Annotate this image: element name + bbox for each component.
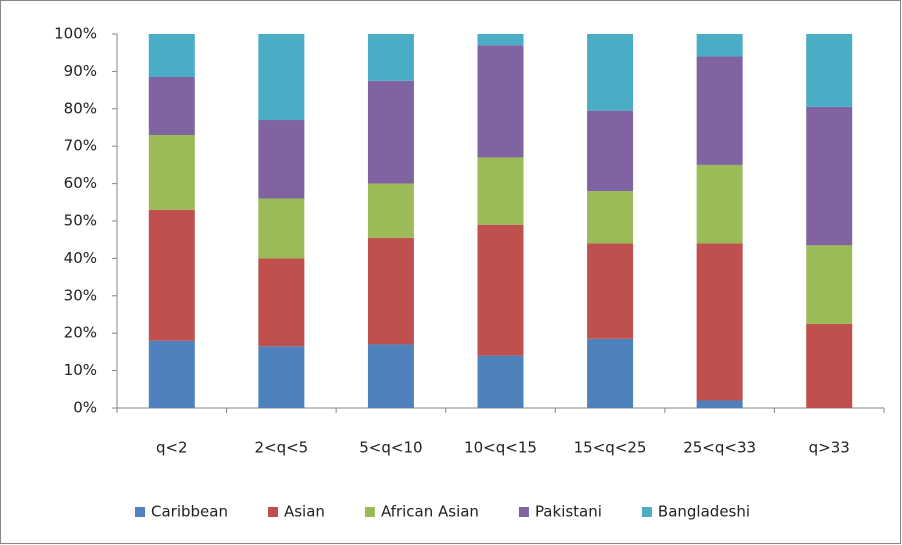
bar-segment — [587, 338, 634, 408]
legend-swatch — [518, 507, 529, 517]
legend-swatch — [364, 507, 375, 517]
bar-segment — [258, 346, 305, 408]
legend-label: Caribbean — [151, 503, 228, 521]
x-tick-label: 25<q<33 — [683, 439, 756, 457]
y-tick-label: 20% — [64, 324, 97, 342]
y-tick-label: 0% — [73, 399, 97, 417]
bar-segment — [367, 237, 414, 345]
legend-label: Bangladeshi — [658, 503, 750, 521]
bar-segment — [477, 224, 524, 356]
legend-swatch — [267, 507, 278, 517]
y-tick-label: 10% — [64, 361, 97, 379]
bar-segment — [258, 34, 305, 121]
y-tick-label: 100% — [54, 25, 97, 43]
bar-segment — [696, 34, 743, 57]
bar-segment — [587, 191, 634, 244]
bar-segment — [148, 209, 195, 341]
bar-segment — [696, 56, 743, 165]
bar-segment — [367, 344, 414, 408]
bar-segment — [477, 355, 524, 408]
y-tick-label: 40% — [64, 249, 97, 267]
x-tick-label: q<2 — [156, 439, 188, 457]
bar-segment — [587, 243, 634, 339]
bar-segment — [806, 34, 853, 107]
legend-swatch — [135, 507, 145, 517]
bar-segment — [806, 106, 853, 246]
bar-segment — [477, 45, 524, 158]
x-tick-label: 5<q<10 — [359, 439, 422, 457]
legend-label: African Asian — [381, 503, 479, 521]
y-tick-label: 70% — [64, 137, 97, 155]
bar-segment — [477, 34, 524, 46]
bar-segment — [148, 77, 195, 135]
bar-segment — [148, 340, 195, 408]
legend-label: Asian — [284, 503, 325, 521]
bar-segment — [148, 134, 195, 210]
bar-segment — [587, 110, 634, 192]
bar-segment — [696, 164, 743, 244]
bar-segment — [367, 80, 414, 184]
bar-segment — [258, 258, 305, 347]
bar-segment — [148, 34, 195, 78]
x-tick-label: 2<q<5 — [254, 439, 308, 457]
x-tick-label: 15<q<25 — [574, 439, 647, 457]
y-tick-label: 80% — [64, 99, 97, 117]
bar-segment — [477, 157, 524, 225]
x-tick-label: q>33 — [809, 439, 850, 457]
bar-segment — [696, 243, 743, 401]
y-tick-label: 60% — [64, 174, 97, 192]
y-tick-label: 30% — [64, 286, 97, 304]
bar-segment — [806, 323, 853, 408]
bar-segment — [258, 198, 305, 259]
bar-segment — [587, 34, 634, 111]
x-tick-label: 10<q<15 — [464, 439, 537, 457]
y-tick-label: 90% — [64, 62, 97, 80]
bar-segment — [367, 183, 414, 238]
bar-segment — [367, 34, 414, 81]
legend-swatch — [641, 507, 652, 517]
bar-segment — [258, 120, 305, 199]
bar-segment — [806, 245, 853, 324]
y-tick-label: 50% — [64, 212, 97, 230]
bar-segment — [696, 400, 743, 408]
legend-label: Pakistani — [535, 503, 602, 521]
